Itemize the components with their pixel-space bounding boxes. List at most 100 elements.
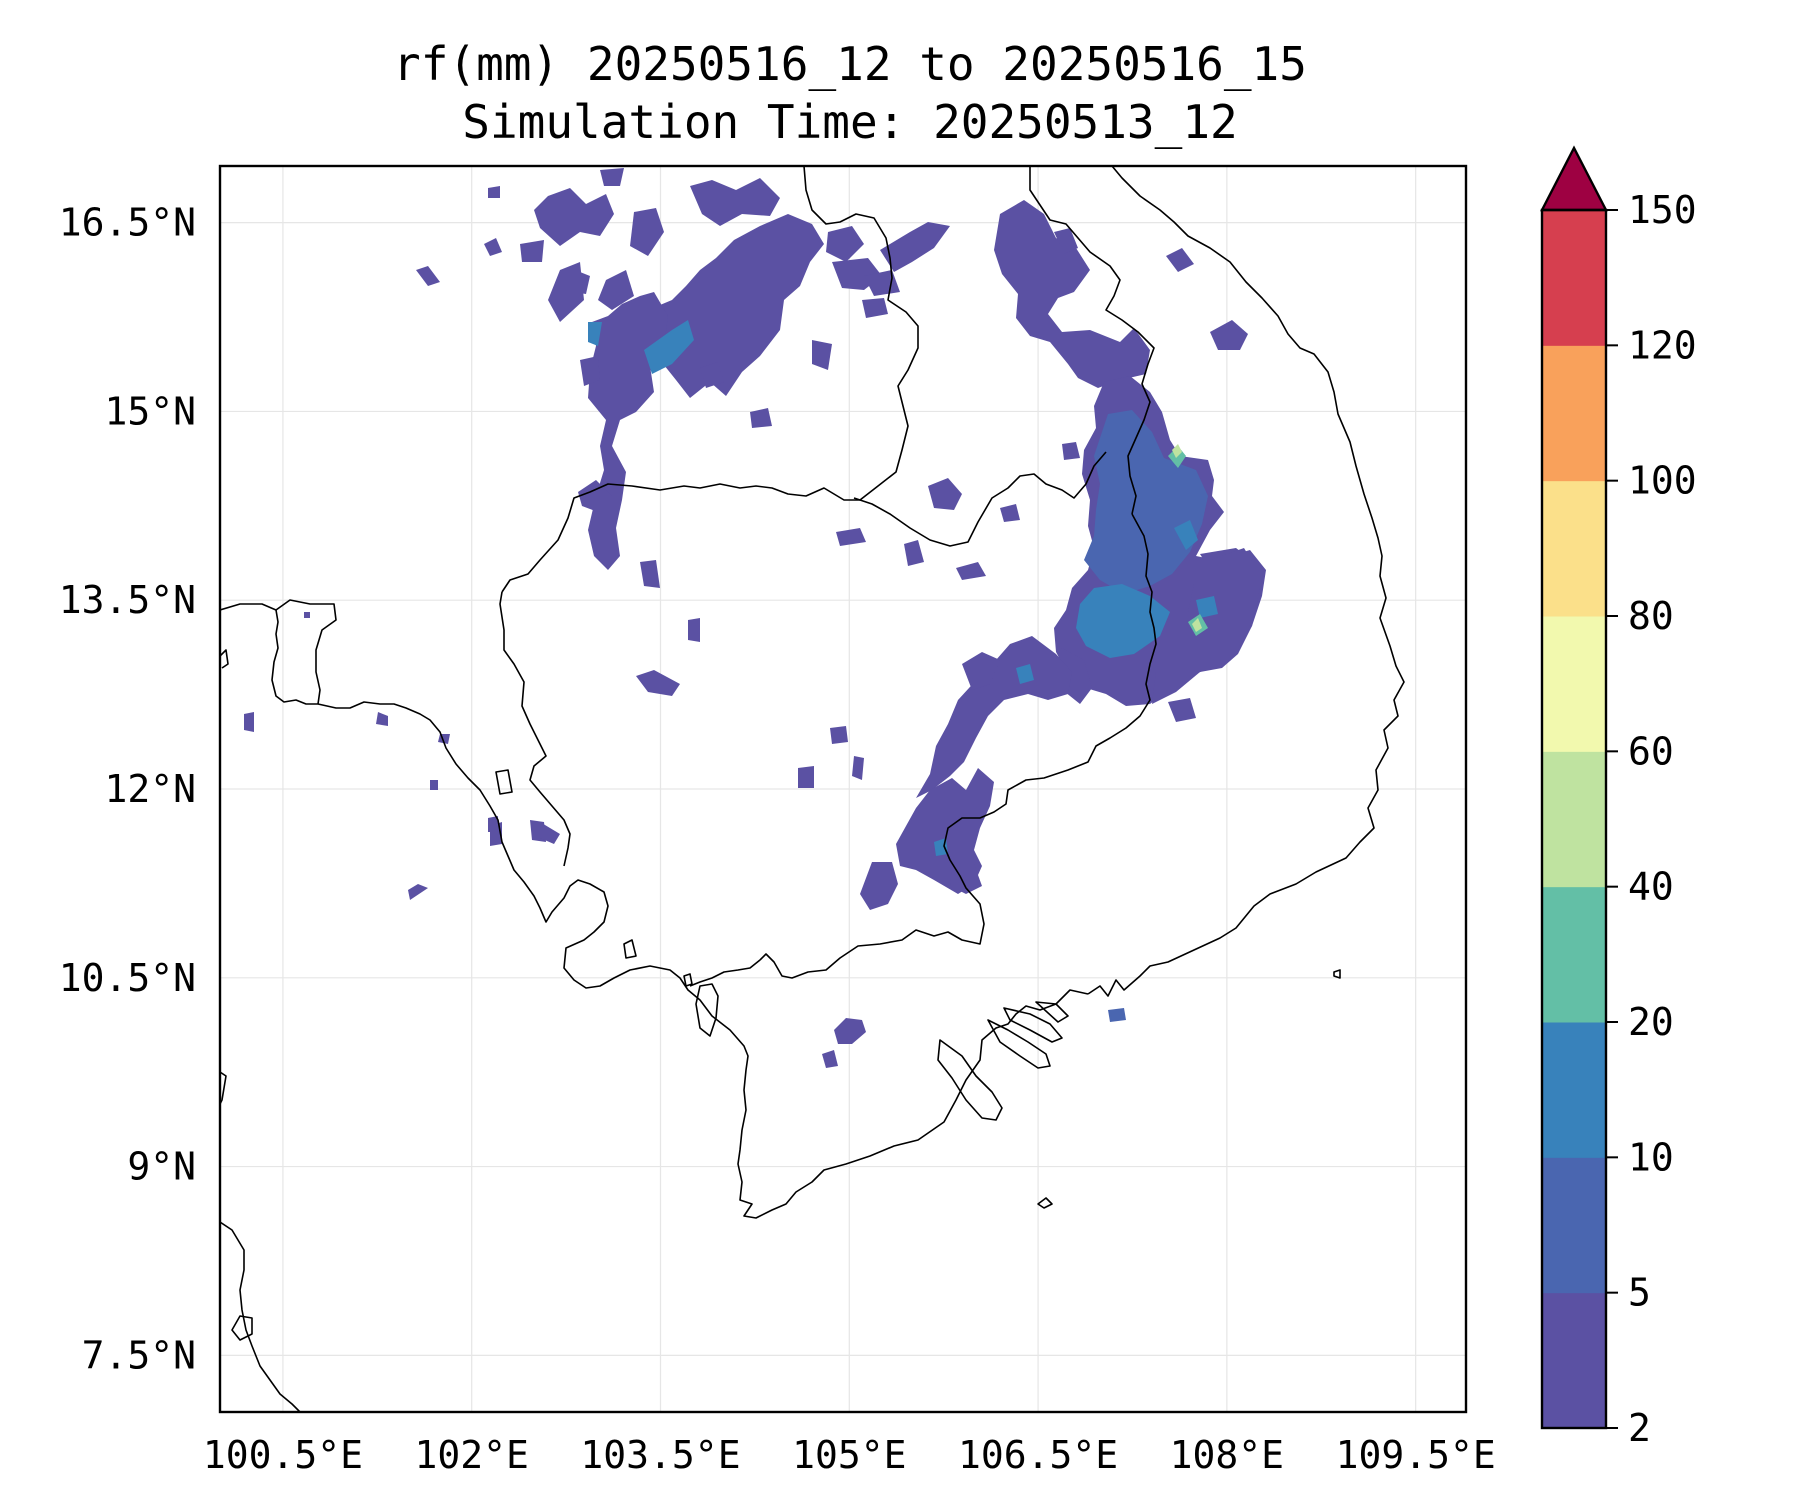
lat-tick-label: 9°N [127, 1145, 196, 1189]
colorbar-tick-label: 10 [1628, 1135, 1674, 1179]
rain-area [548, 262, 584, 322]
rain-area [644, 320, 694, 374]
rain-area [836, 528, 866, 546]
figure-title-line2: Simulation Time: 20250513_12 [462, 95, 1237, 149]
rain-area [304, 612, 310, 618]
colorbar-tick-label: 20 [1628, 1000, 1674, 1044]
colorbar: 2 5 10 20 40 60 80 100 120 150 [1540, 145, 1697, 1450]
lon-tick-label: 106.5°E [958, 1433, 1118, 1477]
rain-area [636, 670, 680, 696]
coastline-con-dao-island [1037, 1197, 1053, 1209]
colorbar-tick-label: 60 [1628, 729, 1674, 773]
coastline-vietnam [1087, 166, 1405, 997]
colorbar-tick-label: 80 [1628, 594, 1674, 638]
coastline-west-island [231, 1315, 253, 1341]
coastline-small-island [683, 973, 693, 987]
rain-area [860, 862, 898, 910]
coastline-mekong-mouth [987, 1019, 1051, 1069]
rain-area [700, 362, 724, 388]
lon-tick-label: 109.5°E [1336, 1433, 1496, 1477]
rain-area [812, 340, 832, 370]
rain-area [864, 270, 900, 296]
map-panel [218, 164, 1468, 1414]
lat-tick-label: 16.5°N [59, 201, 196, 245]
rain-area [580, 356, 600, 386]
map-frame [218, 164, 1468, 1414]
rain-area [244, 712, 254, 732]
coastline-malay-peninsula [220, 1221, 301, 1412]
lon-tick-label: 102°E [415, 1433, 529, 1477]
rain-area [822, 1050, 838, 1068]
rain-area [484, 238, 502, 256]
colorbar-tick-label: 2 [1628, 1406, 1651, 1450]
rain-area [928, 478, 962, 510]
rain-area [1210, 320, 1248, 350]
colorbar-segment [1542, 886, 1606, 1023]
colorbar-extend-arrow [1540, 145, 1608, 212]
rain-area [1166, 248, 1194, 272]
colorbar-segment [1542, 751, 1606, 888]
lat-tick-label: 12°N [104, 767, 196, 811]
rain-area [1152, 548, 1262, 704]
colorbar-tick-label: 40 [1628, 865, 1674, 909]
rain-area [896, 768, 994, 894]
rain-area [994, 200, 1150, 388]
latitude-tick-labels: 16.5°N 15°N 13.5°N 12°N 10.5°N 9°N 7.5°N [59, 201, 196, 1378]
rain-area [430, 780, 438, 790]
rain-area [578, 480, 612, 512]
rain-area [640, 560, 660, 588]
lon-tick-label: 103.5°E [580, 1433, 740, 1477]
rain-area [588, 322, 602, 346]
figure-title-line1: rf(mm) 20250516_12 to 20250516_15 [393, 37, 1307, 91]
coastline-mekong-delta [271, 609, 1089, 1219]
rain-area [834, 1018, 866, 1044]
rain-area [688, 618, 700, 642]
coastline-small-island [495, 769, 513, 795]
lon-tick-label: 100.5°E [203, 1433, 363, 1477]
lat-tick-label: 13.5°N [59, 578, 196, 622]
coastline-small-island [1333, 969, 1341, 979]
colorbar-tick-label: 120 [1628, 323, 1697, 367]
colorbar-segment [1542, 345, 1606, 482]
rain-area [852, 756, 864, 780]
rain-area [798, 766, 814, 788]
rain-area [830, 726, 848, 744]
border-cambodia-vietnam-south [689, 959, 761, 987]
colorbar-frame [1540, 208, 1608, 1430]
rain-area [1054, 228, 1078, 254]
rain-area [520, 240, 544, 262]
lon-tick-label: 108°E [1170, 1433, 1284, 1477]
colorbar-segment [1542, 210, 1606, 346]
rain-area [1108, 1008, 1126, 1022]
rainfall-layer [244, 168, 1266, 1068]
colorbar-tick-label: 100 [1628, 459, 1697, 503]
longitude-tick-labels: 100.5°E 102°E 103.5°E 105°E 106.5°E 108°E 109.… [203, 1433, 1496, 1477]
colorbar-segment [1542, 616, 1606, 752]
rain-area [1000, 504, 1020, 522]
rain-area [690, 178, 780, 226]
rain-area [880, 222, 950, 272]
coastline-west [220, 649, 229, 669]
rain-area [904, 540, 924, 566]
rain-area [416, 266, 440, 286]
rain-area [1192, 618, 1202, 632]
rain-area [1174, 520, 1198, 550]
rain-area [600, 168, 624, 186]
rain-area [750, 408, 772, 428]
rain-area [1084, 410, 1208, 594]
rain-area [630, 208, 664, 256]
rain-area [488, 186, 500, 198]
lat-tick-label: 7.5°N [82, 1333, 196, 1377]
coastline-phu-quoc-island [695, 983, 719, 1037]
colorbar-tick-label: 5 [1628, 1271, 1651, 1315]
lon-tick-label: 105°E [792, 1433, 906, 1477]
border-laos-cambodia [853, 451, 1107, 547]
rain-area [1016, 664, 1034, 684]
rain-area [826, 226, 864, 262]
rain-area [962, 652, 1000, 690]
coastline-mekong-mouth [1003, 1007, 1063, 1043]
rain-area [534, 188, 614, 246]
colorbar-tick-label: 150 [1628, 188, 1697, 232]
rain-area [1172, 444, 1182, 458]
